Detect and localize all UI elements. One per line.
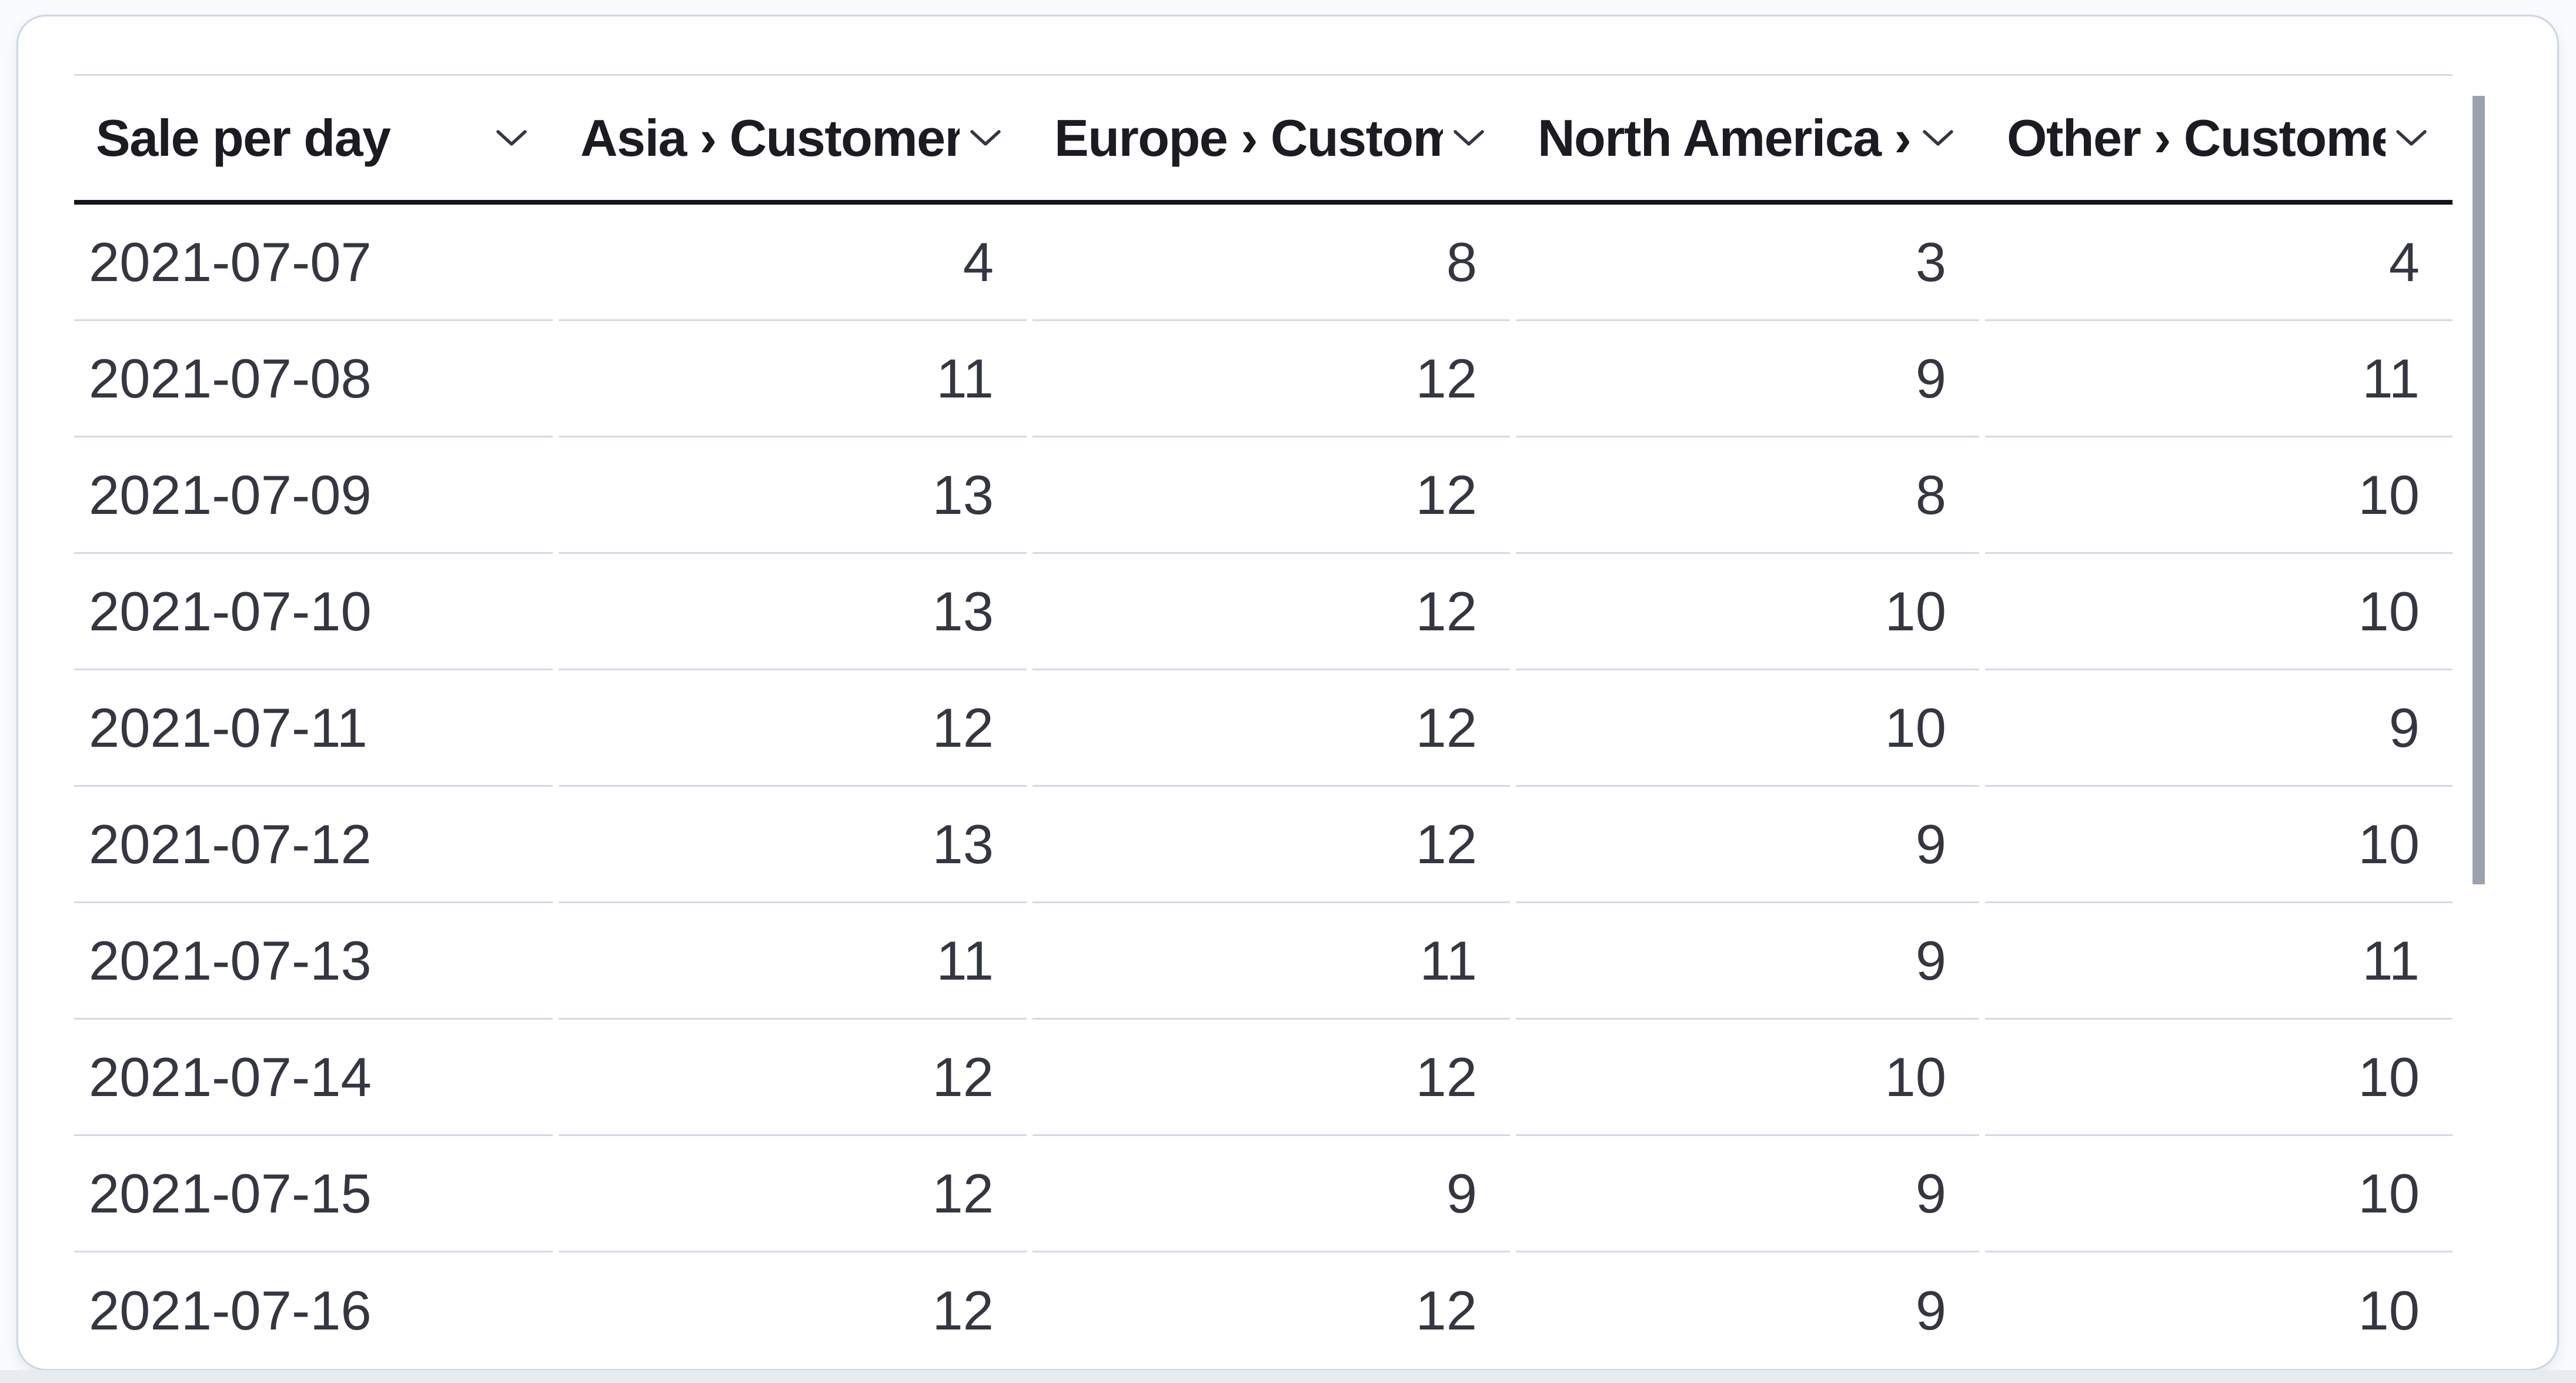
table-header: Sale per day Asia › Customers Europe › C… — [74, 74, 2453, 205]
data-table: Sale per day Asia › Customers Europe › C… — [74, 74, 2453, 1369]
value-cell: 9 — [1516, 1136, 1979, 1252]
datatable-card: Sale per day Asia › Customers Europe › C… — [16, 15, 2559, 1371]
column-header-label: Asia › Customers — [580, 108, 960, 167]
value-cell: 11 — [559, 903, 1027, 1020]
value-cell: 9 — [1915, 1280, 1946, 1341]
value-cell: 9 — [1033, 1136, 1510, 1252]
table-row: 2021-07-16 12 12 9 10 — [74, 1252, 2453, 1369]
value-cell: 12 — [1033, 670, 1510, 787]
date-cell: 2021-07-10 — [74, 554, 553, 670]
value-cell: 10 — [1985, 1020, 2453, 1136]
value-cell: 9 — [1516, 903, 1979, 1020]
column-header-asia-customers[interactable]: Asia › Customers — [559, 76, 1027, 200]
value-cell: 4 — [1985, 205, 2453, 321]
value-cell: 10 — [1985, 787, 2453, 903]
value-cell: 12 — [932, 1280, 994, 1341]
value-cell: 9 — [1516, 321, 1979, 437]
chevron-down-icon[interactable] — [2385, 129, 2427, 147]
value-cell: 9 — [1516, 787, 1979, 903]
table-row: 2021-07-14 12 12 10 10 — [74, 1020, 2453, 1136]
table-row: 2021-07-10 13 12 10 10 — [74, 554, 2453, 670]
table-row: 2021-07-08 11 12 9 11 — [74, 321, 2453, 437]
value-cell: 12 — [559, 1020, 1027, 1136]
value-cell: 10 — [2358, 1280, 2420, 1341]
value-cell: 10 — [1985, 437, 2453, 554]
value-cell: 12 — [1415, 1280, 1477, 1341]
value-cell: 11 — [1985, 321, 2453, 437]
value-cell: 13 — [559, 787, 1027, 903]
column-header-label: Other › Custome — [2007, 108, 2385, 167]
value-cell: 12 — [559, 670, 1027, 787]
value-cell: 8 — [1033, 205, 1510, 321]
column-header-sale-per-day[interactable]: Sale per day — [74, 76, 553, 200]
value-cell: 13 — [559, 437, 1027, 554]
value-cell: 12 — [1033, 787, 1510, 903]
scrollbar-thumb[interactable] — [2473, 96, 2485, 884]
table-body: 2021-07-07 4 8 3 4 2021-07-08 11 12 9 11 2021-07… — [74, 205, 2453, 1369]
date-cell: 2021-07-13 — [74, 903, 553, 1020]
value-cell: 12 — [1033, 554, 1510, 670]
chevron-down-icon[interactable] — [1443, 129, 1484, 147]
value-cell: 3 — [1516, 205, 1979, 321]
chevron-down-icon[interactable] — [486, 129, 527, 147]
column-header-europe-customers[interactable]: Europe › Custom — [1033, 76, 1510, 200]
vertical-scrollbar[interactable] — [2473, 81, 2485, 1345]
table-row: 2021-07-09 13 12 8 10 — [74, 437, 2453, 554]
value-cell: 8 — [1516, 437, 1979, 554]
date-cell: 2021-07-16 — [89, 1280, 372, 1341]
column-header-label: North America › — [1538, 108, 1911, 167]
chevron-down-icon[interactable] — [1912, 129, 1953, 147]
date-cell: 2021-07-09 — [74, 437, 553, 554]
table-row: 2021-07-13 11 11 9 11 — [74, 903, 2453, 1020]
table-row: 2021-07-12 13 12 9 10 — [74, 787, 2453, 903]
table-row: 2021-07-15 12 9 9 10 — [74, 1136, 2453, 1252]
value-cell: 13 — [559, 554, 1027, 670]
date-cell: 2021-07-15 — [74, 1136, 553, 1252]
value-cell: 10 — [1516, 670, 1979, 787]
date-cell: 2021-07-12 — [74, 787, 553, 903]
date-cell: 2021-07-07 — [74, 205, 553, 321]
value-cell: 9 — [1985, 670, 2453, 787]
date-cell: 2021-07-11 — [74, 670, 553, 787]
column-header-label: Europe › Custom — [1054, 108, 1443, 167]
value-cell: 10 — [1516, 1020, 1979, 1136]
column-header-north-america-customers[interactable]: North America › — [1516, 76, 1979, 200]
bottom-strip — [0, 1370, 2576, 1383]
value-cell: 11 — [1033, 903, 1510, 1020]
value-cell: 11 — [1985, 903, 2453, 1020]
value-cell: 11 — [559, 321, 1027, 437]
table-row: 2021-07-07 4 8 3 4 — [74, 205, 2453, 321]
value-cell: 12 — [1033, 321, 1510, 437]
value-cell: 4 — [559, 205, 1027, 321]
column-header-other-customers[interactable]: Other › Custome — [1985, 76, 2453, 200]
table-row: 2021-07-11 12 12 10 9 — [74, 670, 2453, 787]
date-cell: 2021-07-08 — [74, 321, 553, 437]
value-cell: 10 — [1516, 554, 1979, 670]
value-cell: 12 — [1033, 437, 1510, 554]
chevron-down-icon[interactable] — [960, 129, 1001, 147]
column-header-label: Sale per day — [96, 108, 390, 167]
value-cell: 10 — [1985, 1136, 2453, 1252]
value-cell: 10 — [1985, 554, 2453, 670]
value-cell: 12 — [1033, 1020, 1510, 1136]
date-cell: 2021-07-14 — [74, 1020, 553, 1136]
value-cell: 12 — [559, 1136, 1027, 1252]
